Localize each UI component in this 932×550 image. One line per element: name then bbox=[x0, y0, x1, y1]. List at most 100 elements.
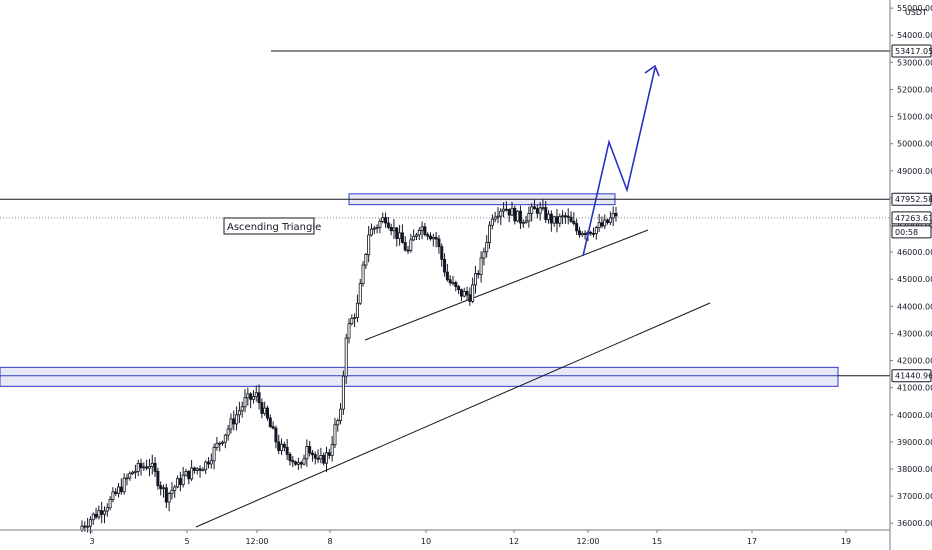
candle-body bbox=[592, 233, 596, 235]
candle-body bbox=[535, 208, 539, 214]
candle-body bbox=[274, 427, 278, 443]
candle-body bbox=[389, 226, 393, 232]
candle-body bbox=[572, 220, 576, 224]
candle-body bbox=[378, 221, 382, 228]
candle-body bbox=[333, 424, 337, 446]
candle-body bbox=[325, 452, 329, 464]
candle-body bbox=[299, 462, 303, 465]
y-tick-label: 36000.00 bbox=[897, 519, 932, 528]
candle-body bbox=[105, 507, 109, 512]
candle-body bbox=[575, 223, 579, 232]
y-tick-label: 38000.00 bbox=[897, 465, 932, 474]
y-tick-label: 55000.00 bbox=[897, 4, 932, 13]
candle-body bbox=[319, 455, 323, 460]
candle-body bbox=[88, 519, 92, 527]
candle-body bbox=[445, 271, 449, 281]
candle-body bbox=[119, 486, 123, 493]
candle-body bbox=[83, 525, 87, 528]
candle-body bbox=[80, 525, 84, 531]
candle-body bbox=[184, 471, 188, 476]
trendlines-layer bbox=[195, 229, 711, 528]
candle-body bbox=[336, 420, 340, 426]
candle-body bbox=[611, 212, 615, 219]
candle-body bbox=[420, 226, 424, 231]
price-badge-label: 53417.05 bbox=[895, 47, 932, 56]
price-badge bbox=[891, 369, 932, 383]
candle-body bbox=[504, 208, 508, 211]
y-tick-label: 42000.00 bbox=[897, 357, 932, 366]
candle-body bbox=[114, 491, 118, 494]
candle-body bbox=[614, 212, 618, 217]
candle-body bbox=[589, 231, 593, 234]
candle-body bbox=[597, 222, 601, 228]
candle-body bbox=[257, 392, 261, 403]
candle-body bbox=[260, 402, 264, 414]
candle-body bbox=[305, 446, 309, 460]
candles-layer bbox=[80, 199, 618, 534]
candle-body bbox=[443, 258, 447, 273]
candle-body bbox=[485, 242, 489, 253]
candle-body bbox=[490, 218, 494, 226]
candle-body bbox=[223, 434, 227, 443]
candle-body bbox=[566, 215, 570, 218]
candle-body bbox=[552, 216, 556, 224]
x-tick-label: 19 bbox=[841, 537, 851, 546]
candle-body bbox=[423, 226, 427, 235]
x-tick-label: 8 bbox=[327, 537, 332, 546]
candle-body bbox=[462, 290, 466, 297]
candle-body bbox=[294, 461, 298, 465]
price-badge-label: 41440.96 bbox=[895, 372, 932, 381]
zones-layer bbox=[0, 193, 839, 387]
candle-body bbox=[111, 491, 115, 500]
candle-body bbox=[412, 235, 416, 241]
x-tick-label: 12 bbox=[509, 537, 519, 546]
candle-body bbox=[271, 426, 275, 429]
candle-body bbox=[549, 213, 553, 224]
candle-body bbox=[527, 212, 531, 222]
y-tick-label: 51000.00 bbox=[897, 113, 932, 122]
y-tick-label: 40000.00 bbox=[897, 411, 932, 420]
candle-body bbox=[594, 227, 598, 234]
candle-body bbox=[406, 249, 410, 252]
candle-body bbox=[580, 233, 584, 236]
candle-body bbox=[282, 443, 286, 448]
candle-body bbox=[249, 393, 253, 400]
candle-body bbox=[322, 455, 326, 464]
candle-body bbox=[426, 234, 430, 237]
candle-body bbox=[162, 487, 166, 490]
candle-body bbox=[150, 462, 154, 467]
candle-body bbox=[499, 210, 503, 217]
candle-body bbox=[364, 254, 368, 266]
pattern-annotation-box bbox=[223, 217, 315, 235]
candle-body bbox=[212, 447, 216, 462]
y-tick-label: 46000.00 bbox=[897, 248, 932, 257]
y-axis: USDT 36000.00 37000.00 38000.00 39000.00 4000… bbox=[889, 0, 932, 550]
candle-body bbox=[538, 207, 542, 214]
candle-body bbox=[170, 489, 174, 495]
candle-body bbox=[341, 375, 345, 410]
candle-body bbox=[327, 452, 331, 456]
candle-body bbox=[176, 478, 180, 488]
candle-body bbox=[86, 525, 90, 528]
candle-body bbox=[488, 224, 492, 243]
candle-body bbox=[251, 396, 255, 400]
candle-body bbox=[496, 215, 500, 218]
candle-body bbox=[381, 217, 385, 222]
candle-body bbox=[454, 282, 458, 288]
candle-body bbox=[476, 273, 480, 275]
candle-body bbox=[518, 210, 522, 224]
candle-body bbox=[403, 242, 407, 251]
candle-body bbox=[302, 458, 306, 465]
candle-body bbox=[479, 257, 483, 275]
candle-body bbox=[235, 414, 239, 425]
candle-body bbox=[347, 323, 351, 339]
candle-body bbox=[215, 442, 219, 448]
candle-body bbox=[117, 486, 121, 494]
x-tick-label: 5 bbox=[184, 537, 189, 546]
candle-body bbox=[243, 397, 247, 408]
candle-body bbox=[280, 443, 284, 451]
candle-body bbox=[493, 216, 497, 220]
candle-body bbox=[482, 251, 486, 259]
candle-body bbox=[384, 217, 388, 224]
